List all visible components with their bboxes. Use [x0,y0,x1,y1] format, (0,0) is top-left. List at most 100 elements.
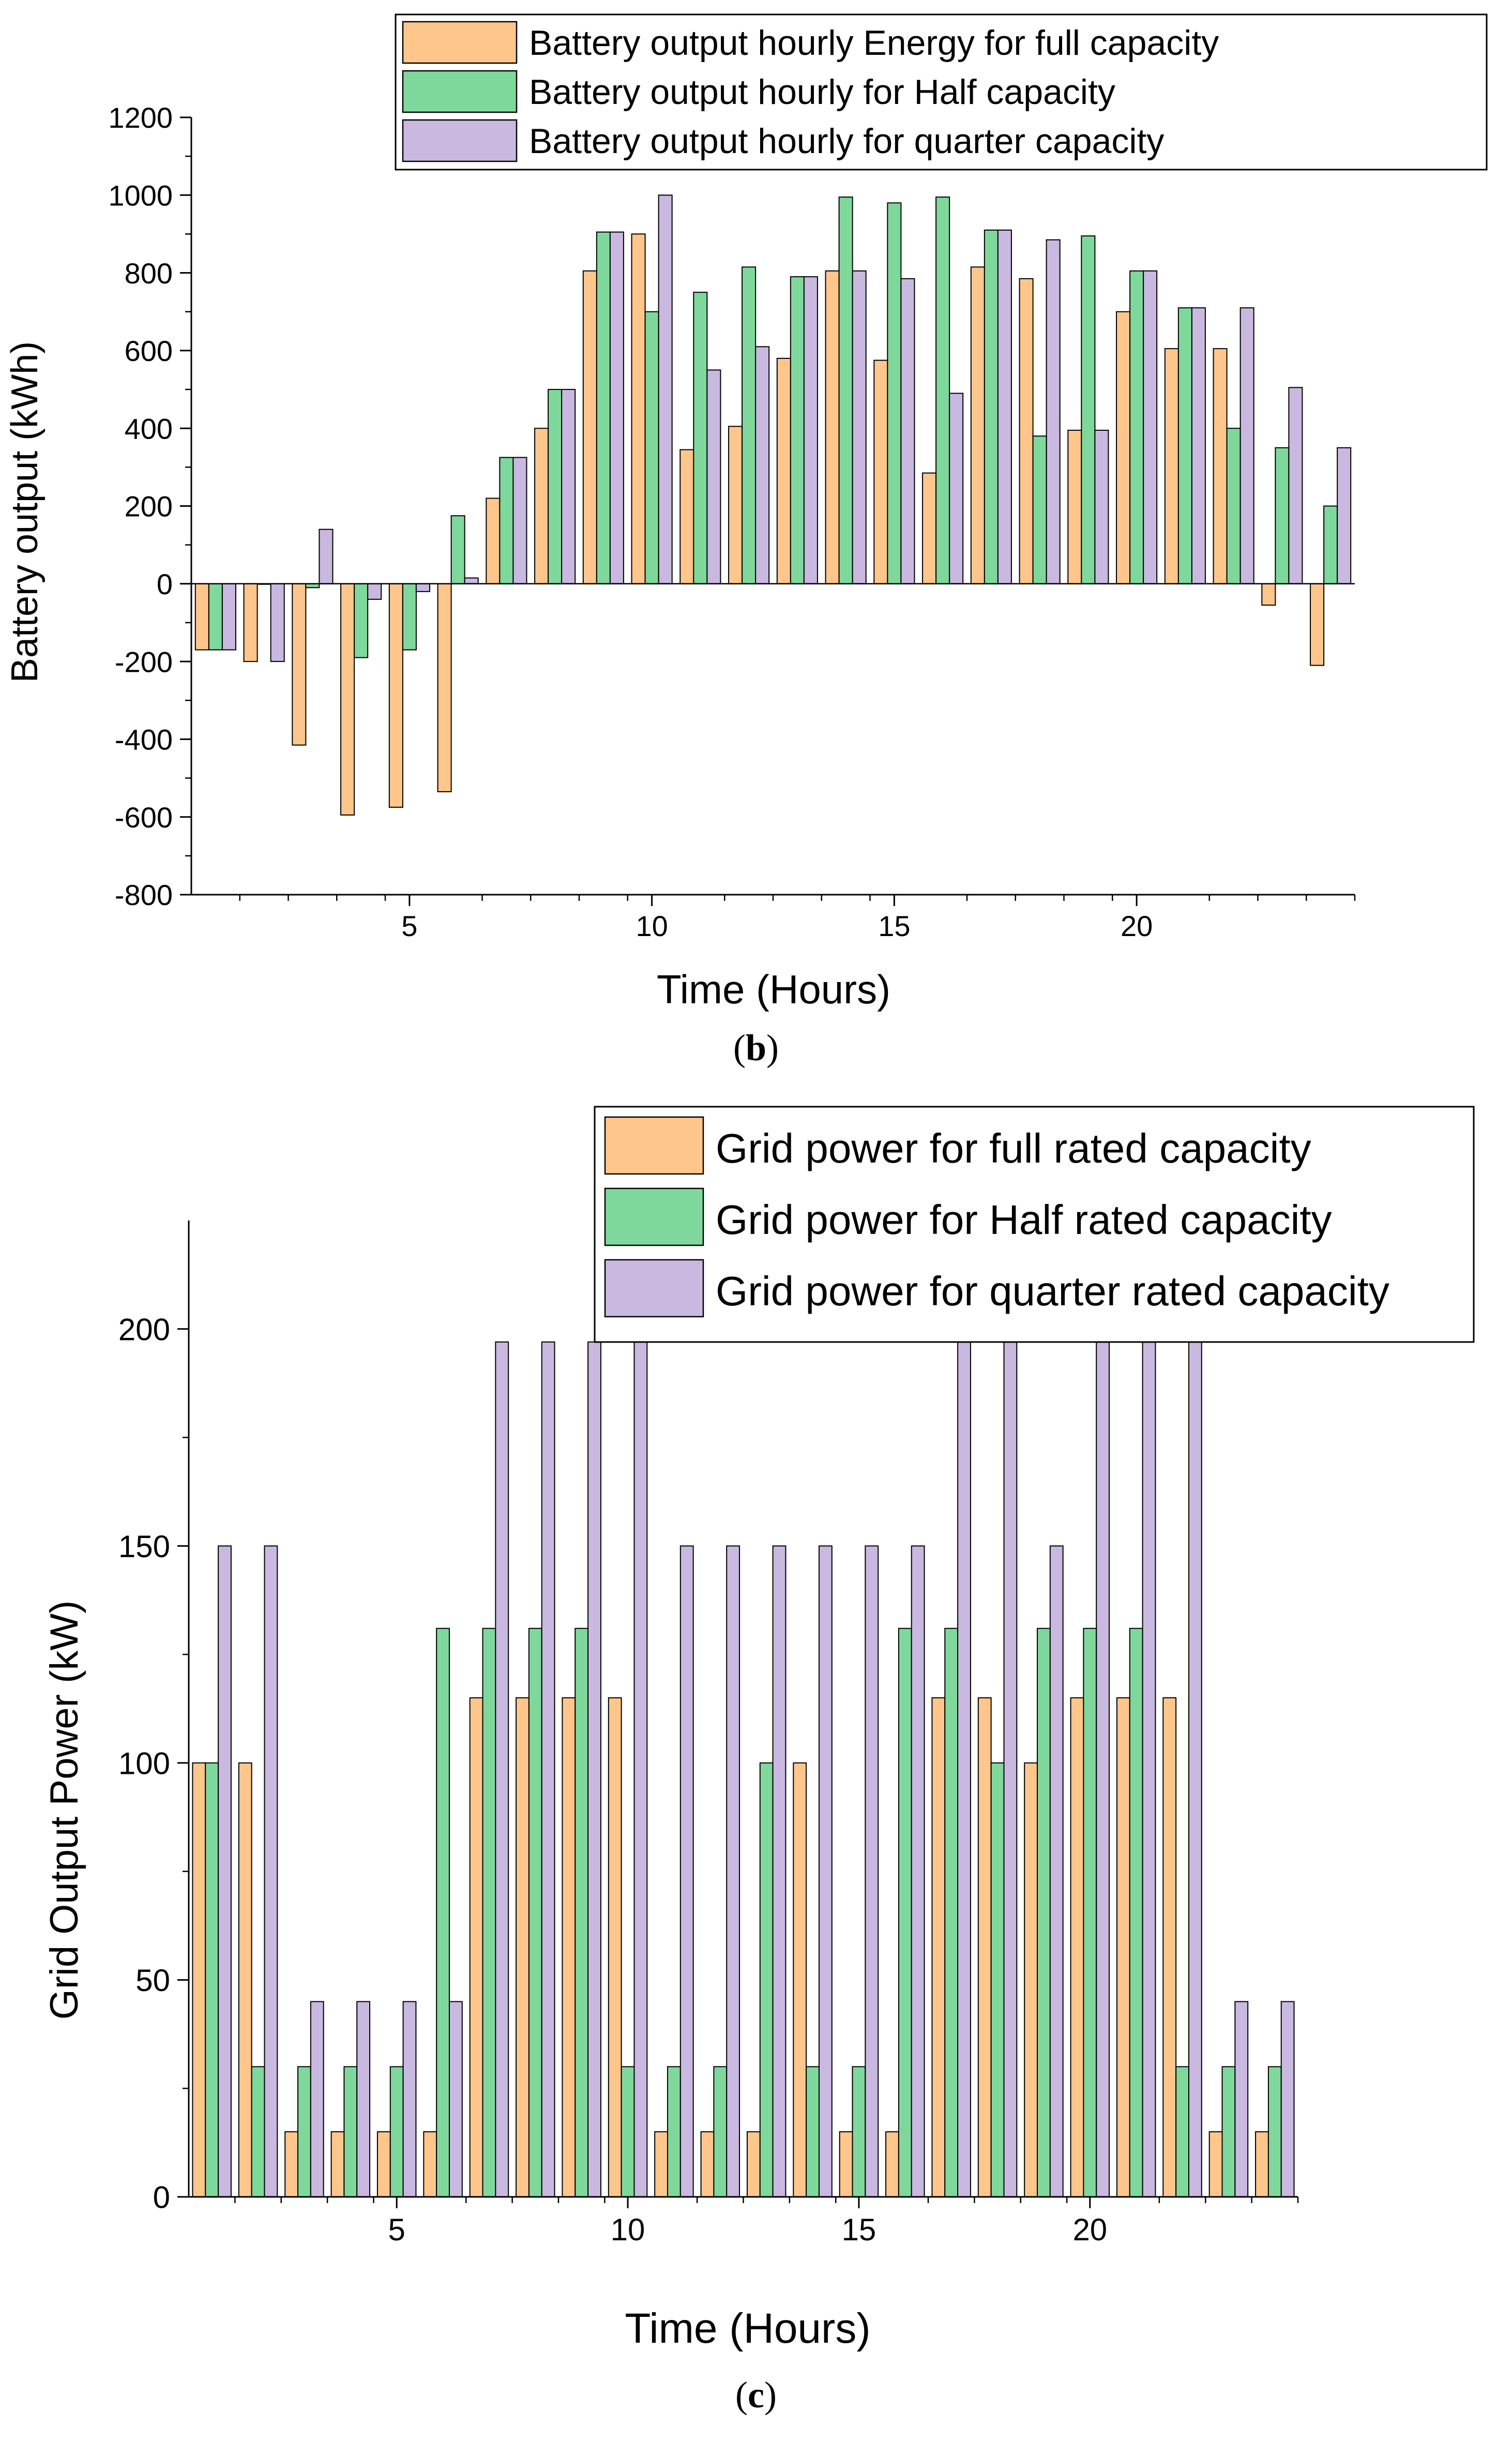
bar-s2-h11 [667,2066,681,2198]
bar-s3-h11 [679,1545,694,2197]
bar-s1-h10 [631,233,646,584]
bar-s1-h2 [243,583,258,662]
bar-s1-h8 [534,428,549,584]
legend-box [594,1106,1475,1343]
y-axis-label-c: Grid Output Power (kW) [42,1601,86,2020]
bar-s2-h8 [528,1627,542,2197]
bar-s1-h20 [1116,311,1131,584]
bar-s1-h16 [885,2131,899,2197]
bar-s2-h19 [1037,1627,1051,2197]
bar-s1-h19 [1024,1762,1038,2197]
bar-s2-h23 [1221,2066,1236,2198]
x-tick-label: 15 [878,910,910,942]
x-tick-label: 20 [1121,910,1153,942]
x-tick-label: 5 [401,910,417,942]
bar-s3-h10 [633,1341,648,2197]
bar-s2-h20 [1129,270,1144,584]
bar-s1-h11 [654,2131,669,2197]
bar-s1-h23 [1208,2131,1223,2197]
bar-s3-h15 [900,278,915,584]
bar-s1-h24 [1310,583,1325,666]
bar-s2-h7 [482,1627,496,2197]
x-tick-label: 15 [842,2212,876,2247]
bar-s1-h22 [1213,348,1228,584]
bar-s1-h17 [970,266,985,584]
bar-s3-h20 [1143,270,1158,584]
bar-s2-h17 [984,229,999,584]
bar-s3-h21 [1142,1341,1156,2197]
x-axis-label-c: Time (Hours) [625,2305,870,2352]
bar-s1-h6 [437,583,452,792]
bar-s2-h14 [806,2066,820,2198]
bar-s2-h9 [574,1627,589,2197]
bar-s1-h13 [776,357,791,584]
bar-s3-h13 [772,1545,787,2197]
bar-s2-h18 [1032,435,1047,584]
bar-s2-h19 [1081,235,1096,584]
bar-s2-h12 [713,2066,728,2198]
bar-s1-h20 [1070,1697,1084,2197]
bar-s3-h3 [310,2001,324,2198]
y-tick-label: 0 [157,568,173,600]
bar-s3-h7 [512,457,527,584]
bar-s3-h14 [818,1545,833,2197]
bar-s2-h6 [436,1627,450,2197]
bar-s3-h5 [402,2001,417,2198]
bar-s3-h14 [852,270,867,584]
bar-s2-h4 [343,2066,358,2198]
bar-s1-h4 [330,2131,345,2197]
y-tick-label: 600 [125,335,173,367]
legend-swatch-1 [604,1116,704,1175]
bar-s1-h1 [192,1762,206,2197]
bar-s3-h17 [957,1341,971,2197]
bar-s2-h5 [402,583,417,651]
x-tick-label: 20 [1072,2212,1107,2247]
bar-s1-h1 [194,583,209,651]
bar-s2-h21 [1129,1627,1143,2197]
bar-s1-h19 [1067,429,1082,584]
legend-swatch-2 [604,1187,704,1246]
bar-s1-h12 [728,426,743,584]
bar-s2-h13 [790,276,805,584]
bar-s3-h19 [1094,429,1109,584]
bar-s3-h22 [1239,307,1254,584]
y-tick-label: 1000 [108,179,173,212]
bar-s1-h13 [746,2131,761,2197]
bar-s3-h18 [1046,239,1061,584]
bar-s3-h9 [609,231,624,584]
bar-s2-h23 [1275,447,1290,584]
bar-s2-h1 [208,583,223,651]
plot-area-b: -800 -600 -400 -200 0 200 400 600 800 1000 1200 5 10… [108,101,1356,942]
bar-s3-h6 [448,2001,463,2198]
bar-s2-h10 [621,2066,635,2198]
bar-s2-h24 [1323,505,1338,584]
bar-s1-h6 [423,2131,437,2197]
bar-s3-h23 [1288,387,1303,584]
bar-s3-h16 [911,1545,925,2197]
bar-s1-h2 [238,1762,252,2197]
y-tick-label: 400 [125,412,173,445]
y-tick-label: 100 [118,1746,170,1781]
y-tick-label: 150 [118,1529,170,1564]
bar-s1-h21 [1116,1697,1130,2197]
bar-s3-h1 [218,1545,232,2197]
bar-s2-h22 [1226,428,1241,584]
bar-s3-h15 [865,1545,879,2197]
bar-s3-h2 [264,1545,278,2197]
bar-s1-h14 [793,1762,807,2197]
bar-s3-h8 [541,1341,555,2197]
bar-s1-h5 [376,2131,391,2197]
legend-b: Battery output hourly Energy for full ca… [395,13,1488,171]
bar-s3-h22 [1188,1341,1202,2197]
bar-s2-h16 [935,197,950,584]
bar-s1-h7 [469,1697,483,2197]
panel-caption-b: (b) [733,1027,779,1068]
bar-s1-h18 [1019,278,1034,584]
y-tick-label: 50 [135,1963,170,1998]
bar-s1-h14 [825,270,840,584]
bar-s3-h12 [755,346,770,584]
bar-s3-h12 [726,1545,740,2197]
bar-s1-h23 [1261,583,1276,606]
bar-s2-h5 [389,2066,404,2198]
bar-s2-h9 [596,231,611,584]
